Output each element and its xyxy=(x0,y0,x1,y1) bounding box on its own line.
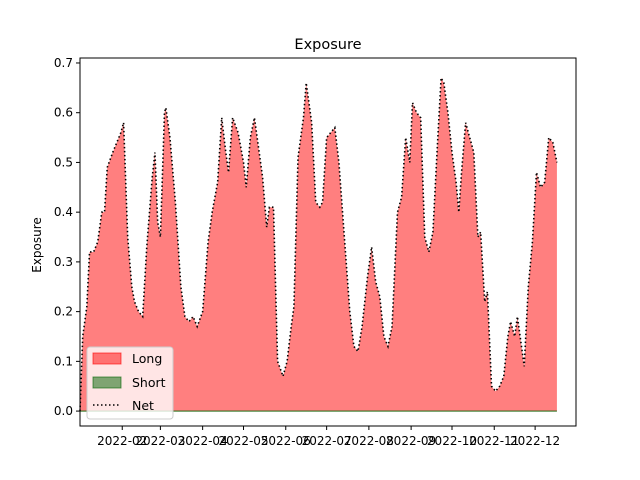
legend-box xyxy=(86,346,174,420)
x-tick-label: 2022-05 xyxy=(218,434,268,448)
x-tick-label: 2022-02 xyxy=(97,434,147,448)
y-tick-label: 0.1 xyxy=(54,354,73,368)
legend-label-net: Net xyxy=(132,398,154,413)
legend-swatch-short xyxy=(92,376,122,389)
net-line xyxy=(79,75,558,412)
legend: Long Short Net xyxy=(86,346,174,420)
x-tick-label: 2022-08 xyxy=(344,434,394,448)
y-axis: 0.0 0.1 0.2 0.3 0.4 0.5 0.6 0.7 xyxy=(54,56,80,418)
chart-title: Exposure xyxy=(294,37,361,53)
x-tick-label: 2022-04 xyxy=(178,434,228,448)
y-tick-label: 0.5 xyxy=(54,155,73,169)
y-tick-label: 0.6 xyxy=(54,106,73,120)
x-tick-label: 2022-09 xyxy=(386,434,436,448)
long-area xyxy=(80,77,557,412)
y-tick-label: 0.7 xyxy=(54,56,73,70)
axes-frame xyxy=(79,57,577,427)
y-tick-label: 0.4 xyxy=(54,205,73,219)
x-tick-label: 2022-10 xyxy=(427,434,477,448)
legend-swatch-long xyxy=(92,352,122,365)
x-tick-label: 2022-03 xyxy=(135,434,185,448)
legend-label-short: Short xyxy=(132,375,166,390)
y-tick-label: 0.3 xyxy=(54,255,73,269)
x-tick-label: 2022-07 xyxy=(302,434,352,448)
y-tick-label: 0.0 xyxy=(54,404,73,418)
y-axis-label: Exposure xyxy=(30,217,44,273)
x-tick-label: 2022-12 xyxy=(510,434,560,448)
x-tick-label: 2022-06 xyxy=(261,434,311,448)
x-tick-label: 2022-11 xyxy=(469,434,519,448)
y-tick-label: 0.2 xyxy=(54,305,73,319)
legend-label-long: Long xyxy=(132,351,162,366)
x-axis: 2022-022022-032022-042022-052022-062022-… xyxy=(97,426,560,448)
